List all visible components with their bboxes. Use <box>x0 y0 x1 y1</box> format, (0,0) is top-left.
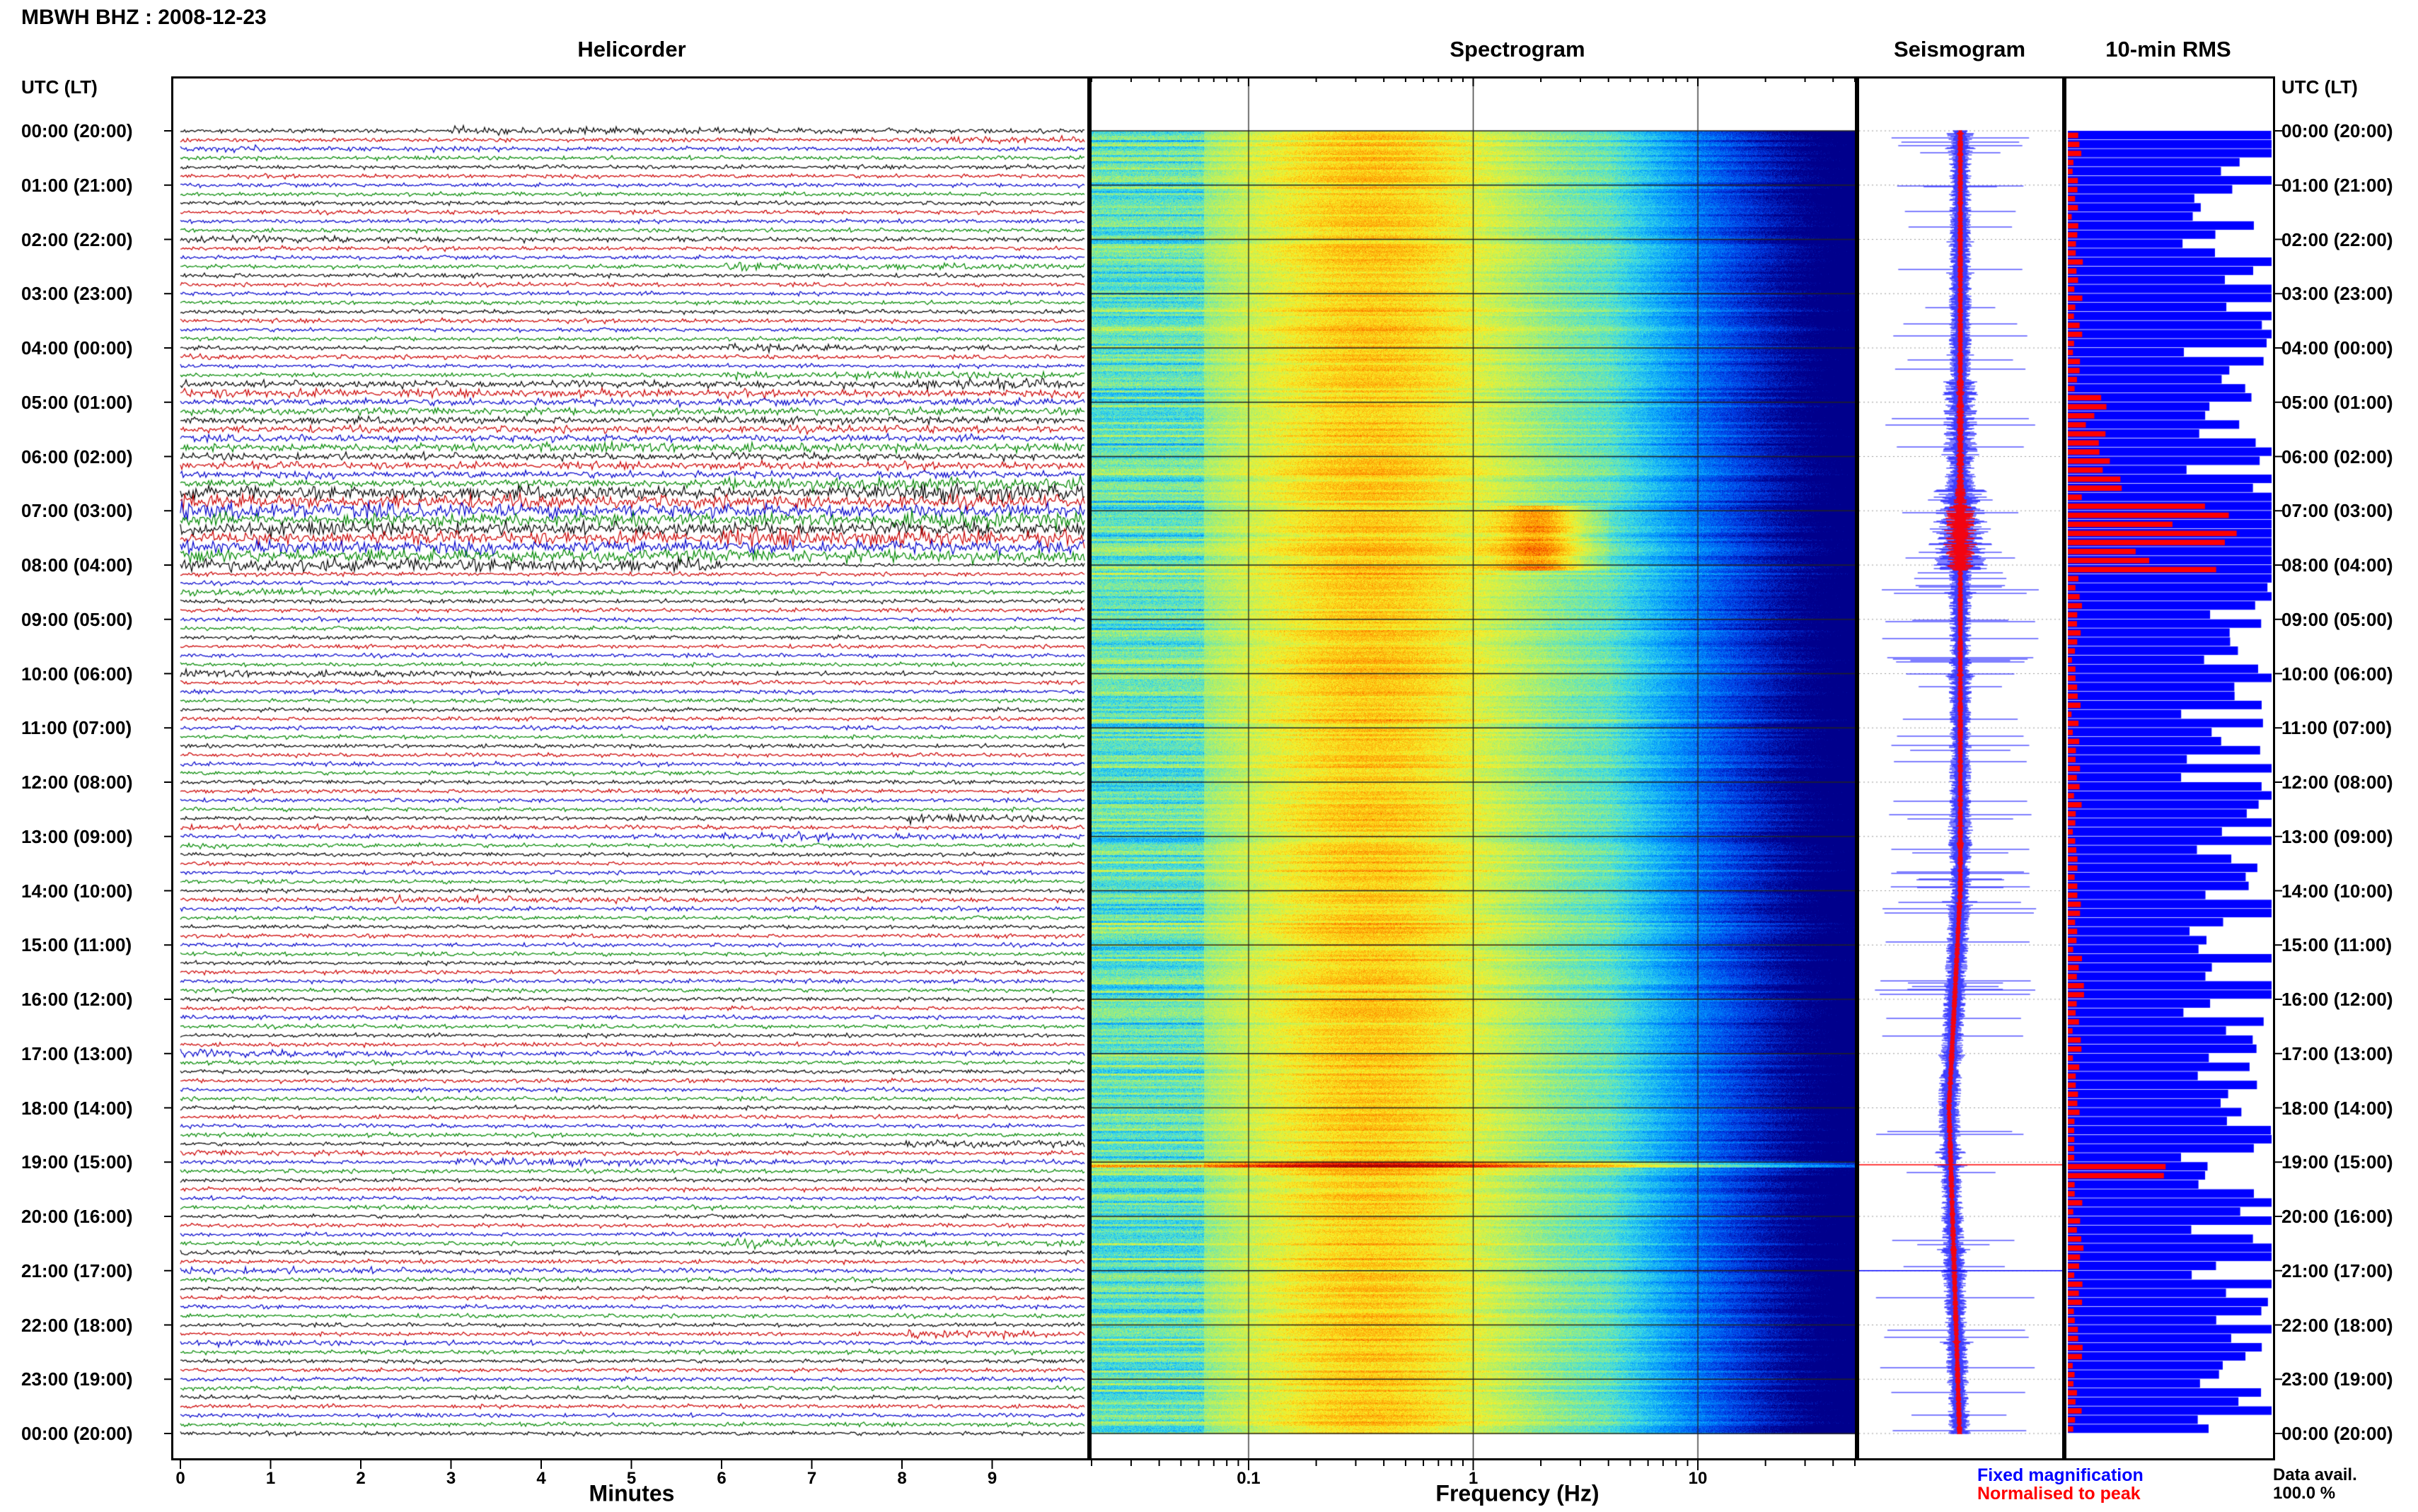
seismogram-trace <box>1859 78 2062 1458</box>
time-axis-label-left: UTC (LT) <box>21 76 98 98</box>
data-avail-value: 100.0 % <box>2273 1484 2336 1503</box>
hour-label: 12:00 (08:00) <box>21 772 133 793</box>
data-avail-label: Data avail. <box>2273 1465 2357 1484</box>
hour-label: 22:00 (18:00) <box>21 1314 133 1336</box>
hour-label: 18:00 (14:00) <box>21 1097 133 1119</box>
legend-fixed-magnification: Fixed magnification <box>1977 1465 2144 1485</box>
hour-label: 07:00 (03:00) <box>21 500 133 522</box>
hour-label: 23:00 (19:00) <box>2281 1368 2393 1390</box>
hour-label: 21:00 (17:00) <box>21 1260 133 1281</box>
hour-label: 22:00 (18:00) <box>2281 1314 2393 1336</box>
helicorder-traces <box>173 78 1087 1458</box>
helicorder-x-label: Minutes <box>589 1480 675 1506</box>
hour-label: 07:00 (03:00) <box>2281 500 2393 522</box>
hour-label: 19:00 (15:00) <box>2281 1151 2393 1173</box>
minute-tick-label: 9 <box>987 1469 997 1488</box>
minute-tick-label: 4 <box>536 1469 546 1488</box>
hour-label: 20:00 (16:00) <box>21 1206 133 1227</box>
legend-normalised-to-peak: Normalised to peak <box>1977 1484 2141 1504</box>
hour-label: 11:00 (07:00) <box>21 717 132 739</box>
rms-bars <box>2066 78 2273 1458</box>
hour-label: 16:00 (12:00) <box>21 989 133 1010</box>
frequency-tick-label: 1 <box>1468 1469 1479 1488</box>
minute-tick-label: 2 <box>356 1469 366 1488</box>
spectrogram-title: Spectrogram <box>1450 37 1585 62</box>
hour-label: 04:00 (00:00) <box>21 337 133 359</box>
spectrogram-image <box>1092 78 1855 1458</box>
hour-label: 18:00 (14:00) <box>2281 1097 2393 1119</box>
frequency-tick-label: 0.1 <box>1237 1469 1261 1488</box>
minute-tick-label: 0 <box>175 1469 185 1488</box>
seismogram-panel <box>1857 76 2064 1460</box>
hour-label: 00:00 (20:00) <box>2281 1423 2393 1444</box>
hour-label: 06:00 (02:00) <box>21 446 133 467</box>
hour-label: 05:00 (01:00) <box>21 391 133 413</box>
hour-label: 05:00 (01:00) <box>2281 391 2393 413</box>
minute-tick-label: 1 <box>265 1469 276 1488</box>
hour-label: 12:00 (08:00) <box>2281 772 2393 793</box>
hour-label: 10:00 (06:00) <box>21 663 133 685</box>
hour-label: 17:00 (13:00) <box>21 1042 133 1064</box>
rms-title: 10-min RMS <box>2105 37 2231 62</box>
hour-label: 17:00 (13:00) <box>2281 1042 2393 1064</box>
hour-label: 00:00 (20:00) <box>21 120 133 141</box>
hour-label: 02:00 (22:00) <box>21 228 133 250</box>
hour-label: 14:00 (10:00) <box>21 880 133 902</box>
hour-label: 09:00 (05:00) <box>2281 608 2393 630</box>
hour-label: 09:00 (05:00) <box>21 608 133 630</box>
hour-label: 21:00 (17:00) <box>2281 1260 2393 1281</box>
minute-tick-label: 5 <box>626 1469 637 1488</box>
hour-label: 00:00 (20:00) <box>21 1423 133 1444</box>
minute-tick-label: 8 <box>897 1469 907 1488</box>
helicorder-panel <box>171 76 1089 1460</box>
hour-label: 14:00 (10:00) <box>2281 880 2393 902</box>
minute-tick-label: 6 <box>717 1469 727 1488</box>
hour-label: 06:00 (02:00) <box>2281 446 2393 467</box>
rms-panel <box>2064 76 2275 1460</box>
hour-label: 19:00 (15:00) <box>21 1151 133 1173</box>
hour-label: 16:00 (12:00) <box>2281 989 2393 1010</box>
seismogram-title: Seismogram <box>1893 37 2026 62</box>
spectrogram-x-label: Frequency (Hz) <box>1435 1480 1600 1506</box>
hour-label: 03:00 (23:00) <box>2281 283 2393 305</box>
station-title: MBWH BHZ : 2008-12-23 <box>21 6 267 29</box>
hour-label: 13:00 (09:00) <box>21 825 133 847</box>
hour-label: 00:00 (20:00) <box>2281 120 2393 141</box>
minute-tick-label: 3 <box>446 1469 456 1488</box>
hour-label: 02:00 (22:00) <box>2281 228 2393 250</box>
hour-label: 15:00 (11:00) <box>21 934 132 956</box>
hour-label: 01:00 (21:00) <box>2281 174 2393 196</box>
frequency-tick-label: 10 <box>1688 1469 1708 1488</box>
hour-label: 10:00 (06:00) <box>2281 663 2393 685</box>
hour-label: 03:00 (23:00) <box>21 283 133 305</box>
hour-label: 08:00 (04:00) <box>21 554 133 576</box>
helicorder-title: Helicorder <box>577 37 686 62</box>
time-axis-label-right: UTC (LT) <box>2281 76 2358 98</box>
hour-label: 23:00 (19:00) <box>21 1368 133 1390</box>
hour-label: 13:00 (09:00) <box>2281 825 2393 847</box>
hour-label: 20:00 (16:00) <box>2281 1206 2393 1227</box>
hour-label: 01:00 (21:00) <box>21 174 133 196</box>
hour-label: 08:00 (04:00) <box>2281 554 2393 576</box>
spectrogram-panel <box>1089 76 1857 1460</box>
hour-label: 15:00 (11:00) <box>2281 934 2393 956</box>
minute-tick-label: 7 <box>806 1469 817 1488</box>
hour-label: 04:00 (00:00) <box>2281 337 2393 359</box>
hour-label: 11:00 (07:00) <box>2281 717 2393 739</box>
